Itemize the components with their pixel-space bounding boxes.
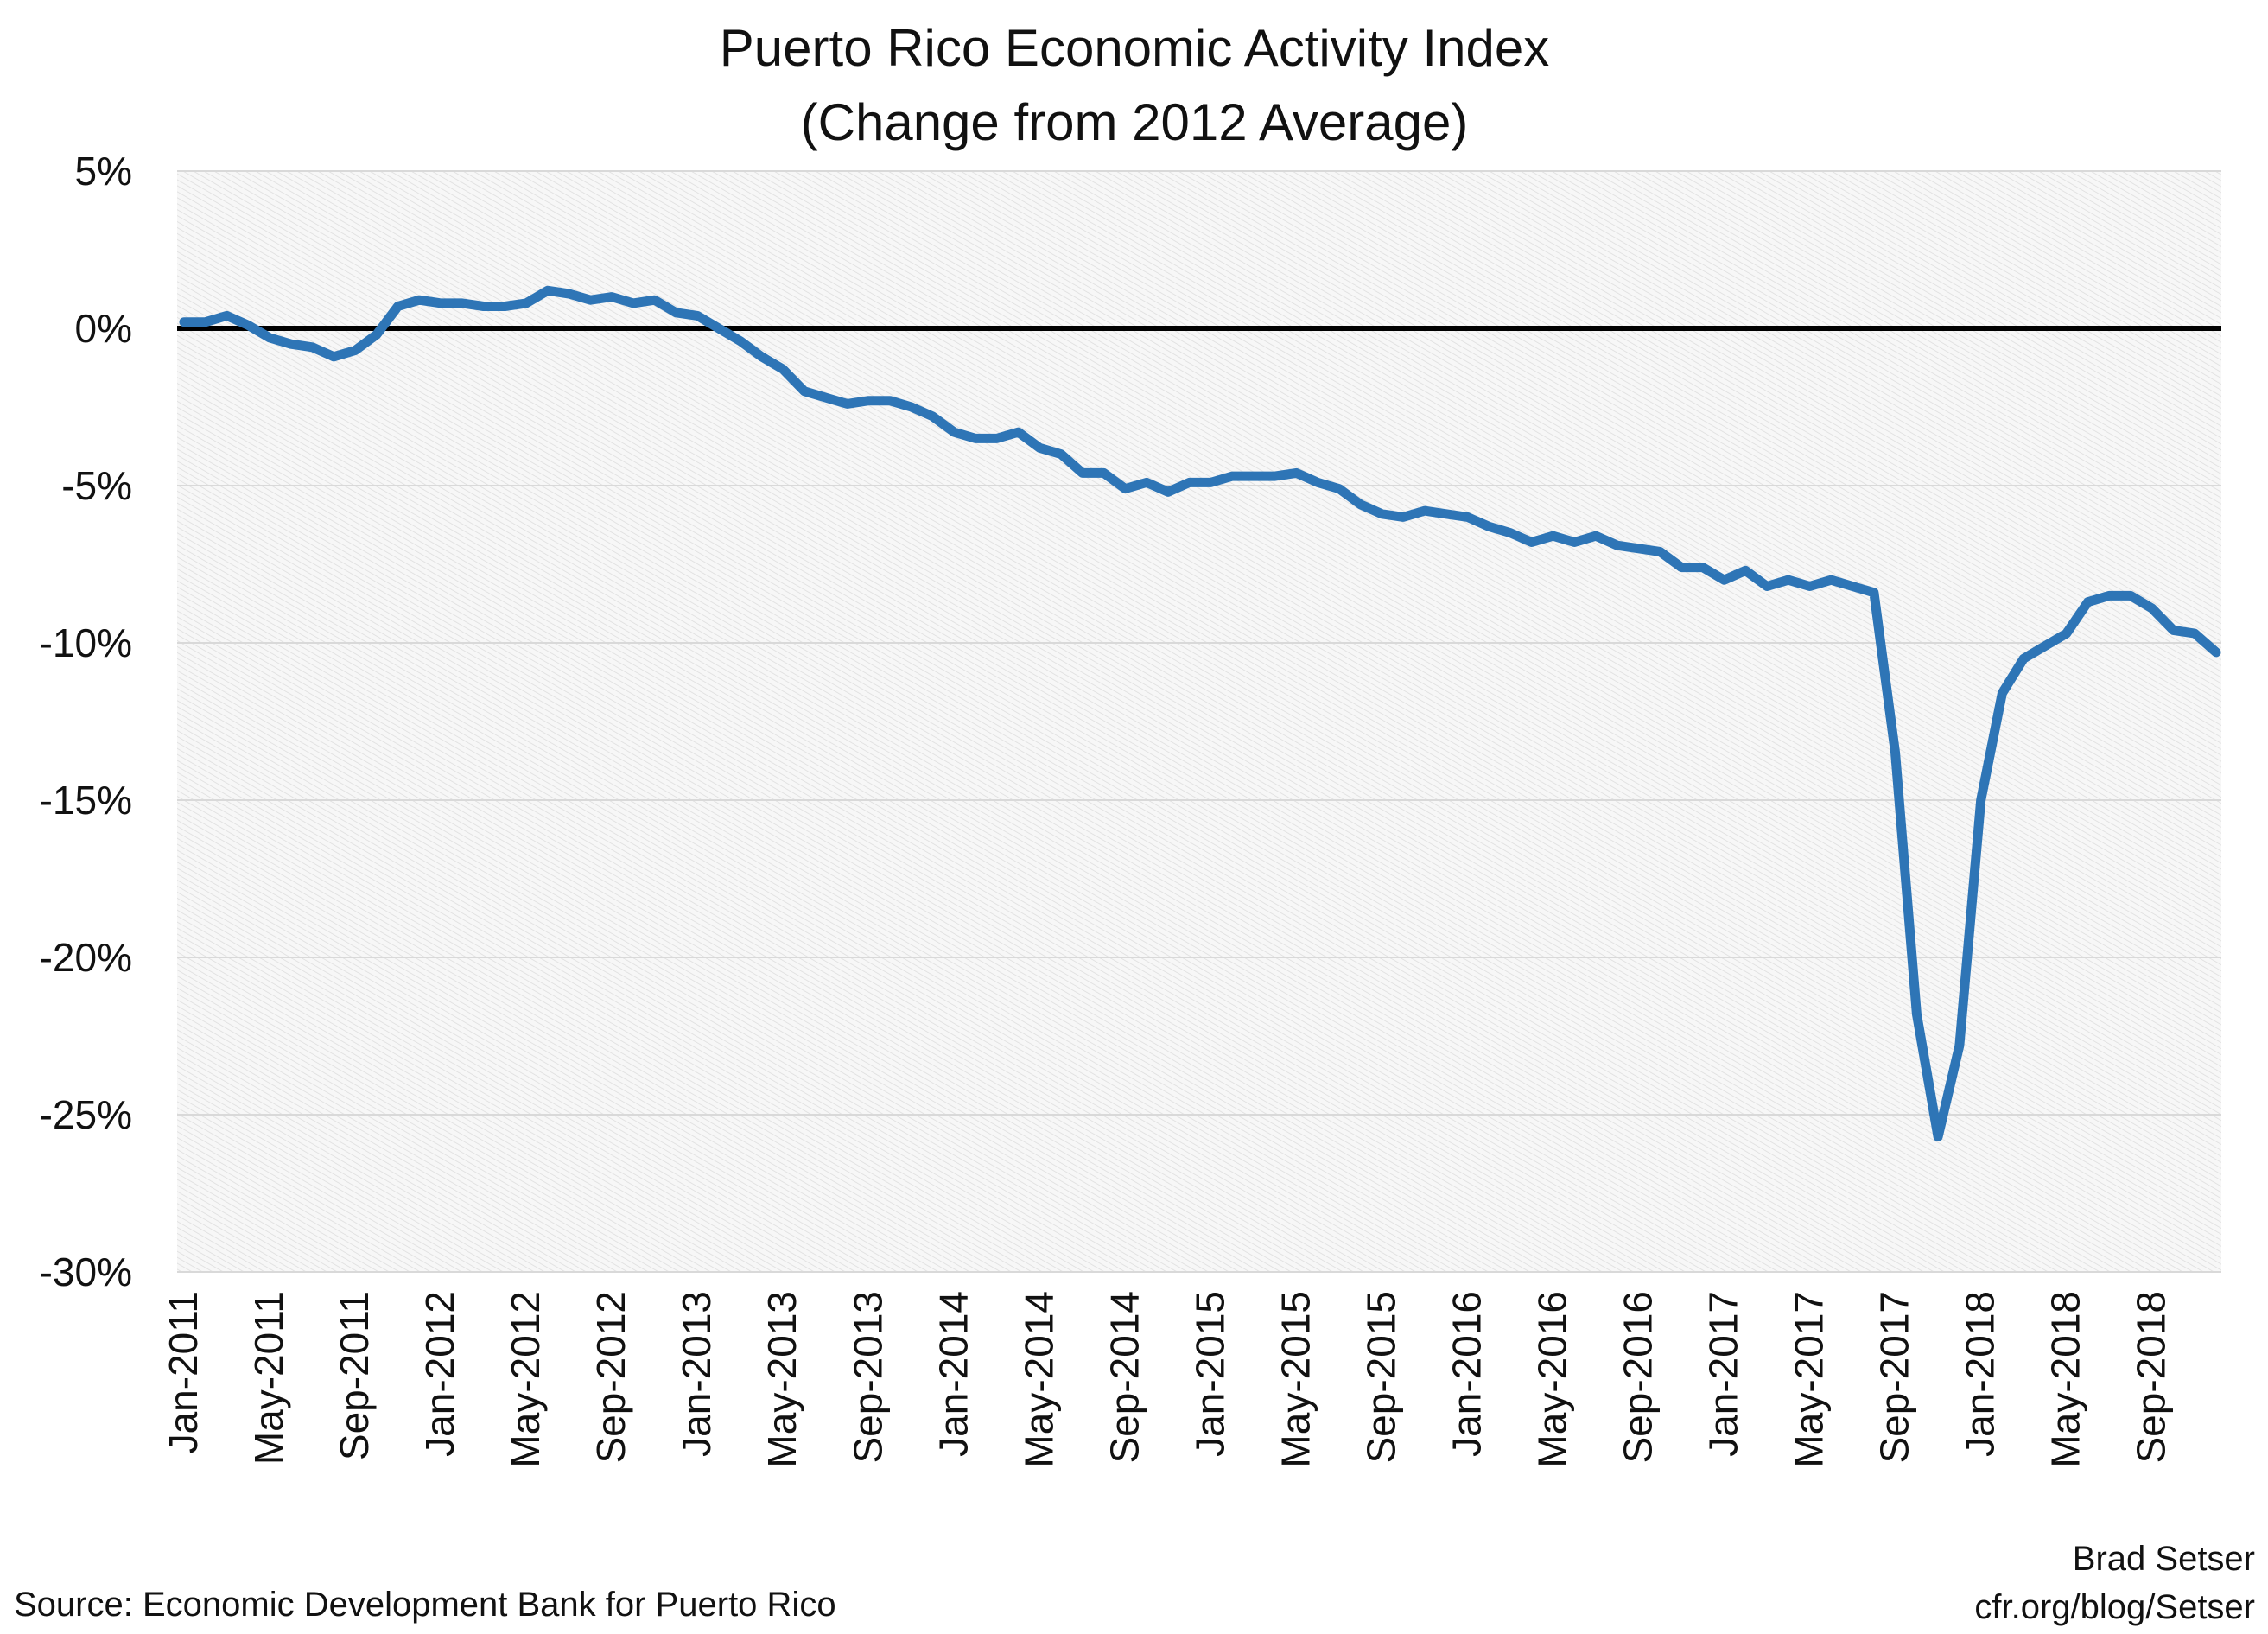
y-tick-label: -15% (40, 778, 132, 823)
y-tick-label: 0% (75, 306, 132, 351)
plot-area (177, 171, 2221, 1272)
y-tick-label: -25% (40, 1092, 132, 1137)
x-tick-label: Sep-2015 (1358, 1291, 1403, 1464)
x-tick-label: May-2016 (1530, 1291, 1575, 1468)
x-tick-label: Sep-2016 (1616, 1291, 1661, 1464)
x-tick-label: Jan-2011 (161, 1291, 206, 1453)
x-tick-label: May-2018 (2043, 1291, 2088, 1468)
series-line (179, 285, 2221, 1141)
y-tick-label: -5% (61, 463, 132, 508)
x-tick-label: Sep-2018 (2129, 1291, 2174, 1464)
y-tick-label: -10% (40, 620, 132, 665)
credit-author: Brad Setser (2073, 1540, 2255, 1578)
x-tick-label: Jan-2018 (1958, 1291, 2003, 1457)
x-tick-label: Sep-2012 (588, 1291, 633, 1464)
x-tick-label: Jan-2016 (1444, 1291, 1489, 1457)
credit-url: cfr.org/blog/Setser (1974, 1588, 2255, 1626)
x-tick-label: May-2017 (1787, 1291, 1832, 1468)
x-tick-label: Sep-2013 (845, 1291, 890, 1464)
y-tick-label: -30% (40, 1249, 132, 1294)
x-tick-label: May-2012 (503, 1291, 548, 1468)
x-tick-label: May-2015 (1273, 1291, 1318, 1468)
x-tick-label: May-2013 (759, 1291, 804, 1468)
x-tick-label: Jan-2014 (931, 1291, 975, 1457)
x-tick-label: Sep-2011 (332, 1291, 377, 1460)
x-tick-label: Jan-2015 (1187, 1291, 1232, 1457)
x-tick-label: Sep-2017 (1872, 1291, 1917, 1464)
x-tick-label: May-2011 (246, 1291, 291, 1465)
source-note: Source: Economic Development Bank for Pu… (14, 1586, 836, 1624)
x-tick-label: Jan-2013 (674, 1291, 719, 1457)
x-tick-label: Jan-2017 (1701, 1291, 1746, 1457)
y-tick-label: -20% (40, 935, 132, 980)
x-tick-label: May-2014 (1016, 1291, 1061, 1468)
y-tick-label: 5% (75, 149, 132, 194)
chart-title: Puerto Rico Economic Activity Index (720, 19, 1549, 77)
chart-subtitle: (Change from 2012 Average) (801, 93, 1469, 151)
x-tick-label: Sep-2014 (1102, 1291, 1147, 1464)
x-tick-label: Jan-2012 (417, 1291, 462, 1457)
